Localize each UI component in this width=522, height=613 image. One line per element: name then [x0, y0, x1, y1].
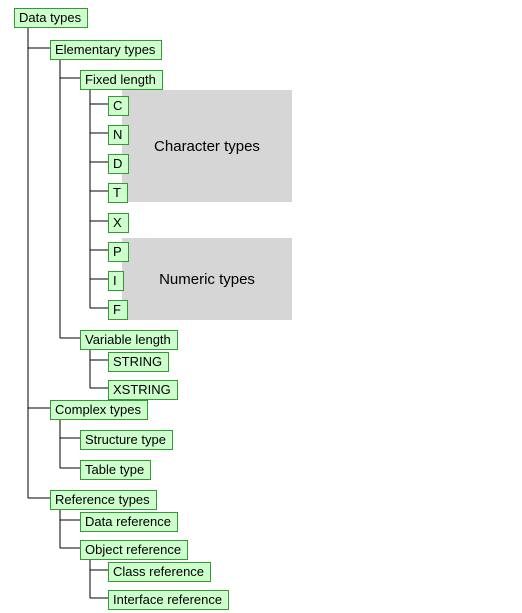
node-n: N [108, 125, 129, 145]
node-interface-reference: Interface reference [108, 590, 229, 610]
node-c: C [108, 96, 129, 116]
node-fixed-length: Fixed length [80, 70, 163, 90]
node-d: D [108, 154, 129, 174]
node-p: P [108, 242, 129, 262]
node-table-type: Table type [80, 460, 151, 480]
node-f: F [108, 300, 128, 320]
node-reference-types: Reference types [50, 490, 157, 510]
node-structure-type: Structure type [80, 430, 173, 450]
group-numeric-types: Numeric types [122, 238, 292, 320]
node-data-reference: Data reference [80, 512, 178, 532]
node-class-reference: Class reference [108, 562, 211, 582]
node-t: T [108, 183, 128, 203]
node-object-reference: Object reference [80, 540, 188, 560]
node-xstring: XSTRING [108, 380, 178, 400]
node-x: X [108, 213, 129, 233]
node-string: STRING [108, 352, 169, 372]
node-complex-types: Complex types [50, 400, 148, 420]
node-i: I [108, 271, 124, 291]
group-character-types: Character types [122, 90, 292, 202]
node-variable-length: Variable length [80, 330, 178, 350]
node-data-types: Data types [14, 8, 88, 28]
node-elementary-types: Elementary types [50, 40, 162, 60]
